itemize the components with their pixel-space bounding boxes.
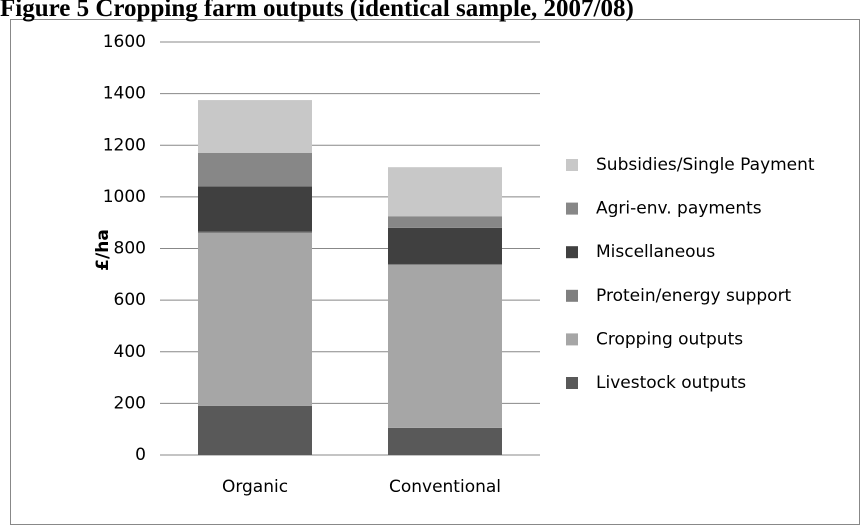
y-tick-label: 1600 bbox=[103, 32, 146, 52]
bar-segment bbox=[388, 227, 502, 264]
bar-segment bbox=[198, 405, 312, 455]
legend-swatch bbox=[566, 333, 578, 346]
bar-segment bbox=[198, 100, 312, 153]
x-tick-label: Organic bbox=[222, 477, 288, 497]
bar-segment bbox=[198, 231, 312, 234]
y-axis-label: £/ha bbox=[93, 229, 113, 271]
legend-swatch bbox=[566, 289, 578, 302]
y-tick-label: 1000 bbox=[103, 187, 146, 207]
bar-segment bbox=[198, 186, 312, 232]
bar-segment bbox=[198, 152, 312, 187]
bar-segment bbox=[388, 167, 502, 217]
legend-label: Cropping outputs bbox=[596, 329, 743, 349]
legend-swatch bbox=[566, 246, 578, 259]
legend-swatch bbox=[566, 159, 578, 171]
y-tick-label: 400 bbox=[114, 342, 146, 362]
legend-label: Subsidies/Single Payment bbox=[596, 155, 815, 175]
y-tick-label: 200 bbox=[114, 393, 146, 413]
y-tick-label: 1400 bbox=[103, 84, 146, 104]
y-tick-label: 1200 bbox=[103, 135, 146, 155]
legend-label: Protein/energy support bbox=[596, 286, 792, 306]
chart-title: Figure 5 Cropping farm outputs (identica… bbox=[0, 0, 634, 22]
bar-segment bbox=[388, 216, 502, 228]
legend-swatch bbox=[566, 202, 578, 215]
y-tick-label: 800 bbox=[114, 239, 146, 259]
bar-segment bbox=[388, 265, 502, 428]
y-tick-label: 0 bbox=[135, 445, 146, 465]
legend-label: Livestock outputs bbox=[596, 373, 746, 393]
bar-segment bbox=[388, 427, 502, 455]
legend-swatch bbox=[566, 377, 578, 389]
legend-label: Agri-env. payments bbox=[596, 199, 762, 219]
bar-segment bbox=[198, 233, 312, 406]
x-tick-label: Conventional bbox=[389, 477, 501, 497]
legend-label: Miscellaneous bbox=[596, 242, 715, 262]
bar-segment bbox=[388, 263, 502, 266]
y-tick-label: 600 bbox=[114, 290, 146, 310]
